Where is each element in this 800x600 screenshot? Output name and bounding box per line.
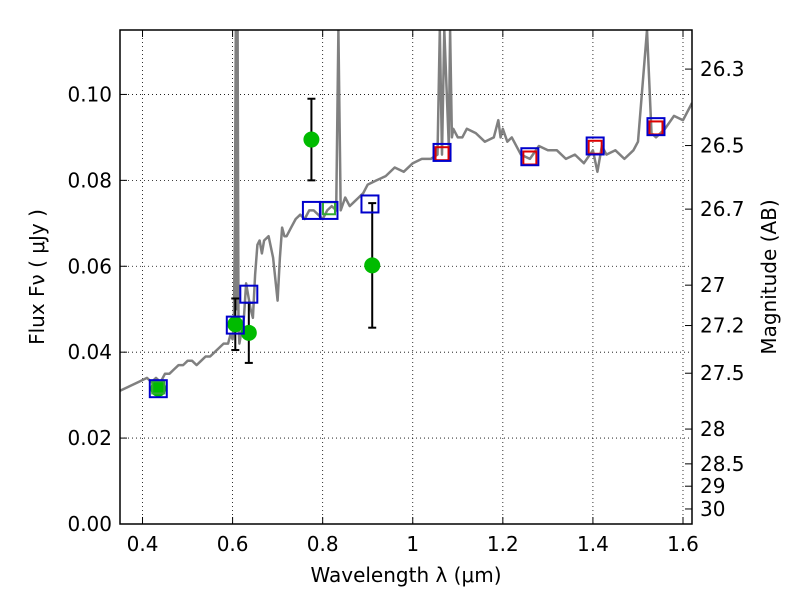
right-tick-label: 26.7 xyxy=(700,197,745,221)
plot-frame xyxy=(119,29,693,525)
right-tick-label: 27.2 xyxy=(700,314,745,338)
axes xyxy=(119,29,693,525)
tick-labels: 0.4 0.6 0.8 1 1.2 1.4 1.6 0.00 0.02 0.04 0.06 0.08 0… xyxy=(67,57,744,556)
x-tick-label: 1 xyxy=(406,532,419,556)
photometry-points xyxy=(148,97,666,399)
right-tick-label: 26.3 xyxy=(700,57,745,81)
model-point-square xyxy=(585,136,605,156)
x-tick-label: 1.2 xyxy=(487,532,519,556)
right-tick-label: 29 xyxy=(700,474,725,498)
y-axis-label: Flux Fν ( μJy ) xyxy=(25,209,49,345)
model-point-square xyxy=(151,380,166,395)
y-tick-label: 0.08 xyxy=(67,168,112,192)
model-point-square xyxy=(520,147,540,167)
right-tick-label: 27.5 xyxy=(700,361,745,385)
right-tick-label: 28 xyxy=(700,417,725,441)
observed-point xyxy=(303,131,320,148)
x-tick-label: 0.6 xyxy=(217,532,249,556)
model-point-square xyxy=(646,117,666,137)
observed-point xyxy=(240,324,257,341)
model-point-square xyxy=(225,315,245,335)
x-axis-label: Wavelength λ (μm) xyxy=(310,563,501,587)
right-tick-label: 26.5 xyxy=(700,134,745,158)
observed-point xyxy=(364,257,381,274)
model-point-square xyxy=(319,200,339,220)
right-tick-label: 27 xyxy=(700,273,725,297)
model-point-square xyxy=(360,194,380,214)
model-point-square xyxy=(239,284,259,304)
model-point-square xyxy=(148,379,168,399)
y-axis-right-label: Magnitude (AB) xyxy=(757,199,781,354)
y-tick-label: 0.10 xyxy=(67,82,112,106)
spectrum xyxy=(120,30,692,392)
y-tick-label: 0.04 xyxy=(67,340,112,364)
right-tick-label: 30 xyxy=(700,497,725,521)
x-tick-label: 0.4 xyxy=(127,532,159,556)
y-tick-label: 0.02 xyxy=(67,426,112,450)
right-tick-label: 28.5 xyxy=(700,452,745,476)
y-tick-label: 0.00 xyxy=(67,512,112,536)
model-point-square xyxy=(432,142,452,162)
spectrum-line xyxy=(120,30,692,392)
observed-point xyxy=(227,316,244,333)
x-tick-label: 1.6 xyxy=(667,532,699,556)
x-tick-label: 0.8 xyxy=(307,532,339,556)
x-tick-label: 1.4 xyxy=(577,532,609,556)
y-tick-label: 0.06 xyxy=(67,254,112,278)
